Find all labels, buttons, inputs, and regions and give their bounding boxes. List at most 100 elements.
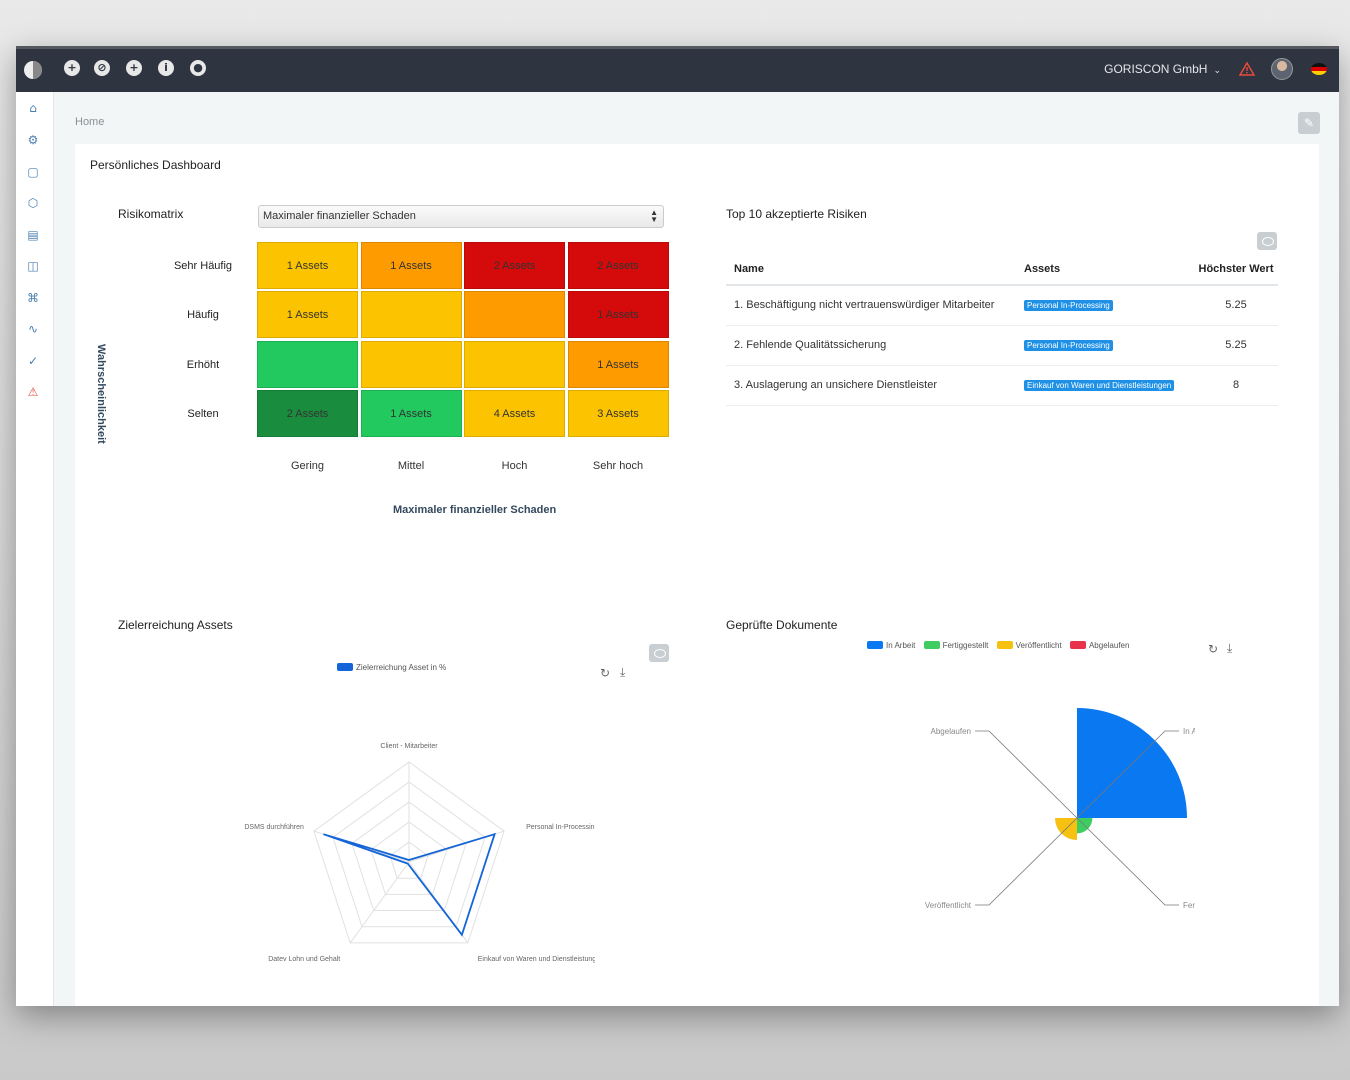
breadcrumb[interactable]: Home [75, 116, 105, 128]
radar-spoke [349, 861, 410, 944]
matrix-cell[interactable]: 4 Assets [464, 389, 565, 437]
legend-swatch [1069, 641, 1086, 649]
asset-tag[interactable]: Personal In-Processing [1024, 300, 1113, 312]
table-header-row: Name Assets Höchster Wert [726, 253, 1278, 286]
document-icon[interactable]: ▤ [27, 228, 39, 242]
lock-icon[interactable]: ▢ [27, 165, 39, 179]
book-icon[interactable]: ◫ [27, 259, 39, 273]
legend-swatch [923, 641, 940, 649]
avatar[interactable] [1271, 58, 1293, 80]
app-logo-icon[interactable] [24, 61, 42, 79]
matrix-cell[interactable] [257, 340, 358, 388]
radar-axis-label: Datev Lohn und Gehalt [268, 956, 340, 963]
radar-grid-ring [332, 781, 486, 928]
callout-line [1076, 730, 1179, 819]
table-row[interactable]: 3. Auslagerung an unsichere Dienstleiste… [726, 365, 1278, 406]
y-axis-title: Wahrscheinlichkeit [95, 344, 107, 444]
top-navbar: + ⊘ + i ● GORISCON GmbH ⌄ [16, 46, 1339, 92]
download-icon[interactable]: ⤓ [1227, 641, 1233, 655]
home-icon[interactable]: ⌂ [29, 101, 37, 115]
compass-icon[interactable]: ⊘ [94, 60, 110, 76]
matrix-cell[interactable]: 1 Assets [567, 291, 669, 339]
radar-grid-ring [313, 761, 505, 944]
asset-tag[interactable]: Personal In-Processing [1024, 340, 1113, 351]
company-switcher[interactable]: GORISCON GmbH ⌄ [1104, 62, 1221, 76]
matrix-cell[interactable] [464, 291, 565, 339]
dashboard-card: Persönliches Dashboard Risikomatrix Maxi… [75, 144, 1319, 1006]
matrix-cell[interactable]: 1 Assets [257, 291, 358, 339]
matrix-cell[interactable]: 1 Assets [360, 389, 462, 437]
chevron-down-icon: ⌄ [1213, 65, 1221, 75]
warning-icon[interactable] [1239, 61, 1255, 77]
matrix-cell[interactable] [360, 291, 462, 339]
matrix-cell[interactable]: 2 Assets [567, 242, 669, 289]
column-label: Mittel [397, 460, 425, 472]
info-icon[interactable]: i [158, 60, 174, 76]
x-axis-title: Maximaler finanzieller Schaden [393, 504, 557, 516]
callout-line [975, 730, 1078, 819]
radar-grid-ring [351, 801, 467, 911]
callout-line [1076, 817, 1179, 906]
eye-icon[interactable] [1257, 232, 1277, 250]
edit-icon[interactable]: ✎ [1298, 112, 1320, 134]
matrix-cell[interactable]: 1 Assets [567, 340, 669, 388]
command-icon[interactable]: ⌘ [27, 291, 39, 305]
risk-name: 1. Beschäftigung nicht vertrauenswürdige… [726, 285, 1016, 326]
asset-tag[interactable]: Einkauf von Waren und Dienstleistungen [1024, 380, 1175, 391]
callout-label: Veröffentlicht [925, 901, 972, 910]
radar-axis-label: DSMS durchführen [244, 824, 304, 831]
matrix-cell[interactable]: 2 Assets [257, 389, 358, 437]
radar-axis-label: Client - Mitarbeiter [380, 743, 438, 750]
risk-value: 5.25 [1186, 285, 1278, 326]
matrix-cell[interactable] [360, 340, 462, 388]
table-row[interactable]: 2. Fehlende Qualitätssicherung Personal … [726, 325, 1278, 366]
risk-matrix-select-value: Maximaler finanzieller Schaden [263, 210, 416, 222]
matrix-cell[interactable]: 2 Assets [464, 242, 565, 289]
column-header-value[interactable]: Höchster Wert [1186, 253, 1278, 286]
matrix-cell[interactable]: 1 Assets [360, 242, 462, 289]
activity-icon[interactable]: ∿ [27, 322, 39, 336]
select-arrows-icon: ▲ ▼ [650, 208, 658, 224]
pie-legend[interactable]: In Arbeit Fertiggestellt Veröffentlicht … [867, 641, 1135, 650]
radar-series-line[interactable] [323, 832, 496, 937]
matrix-cell[interactable] [464, 340, 565, 388]
check-circle-icon[interactable]: ✓ [27, 354, 39, 368]
table-row[interactable]: 1. Beschäftigung nicht vertrauenswürdige… [726, 285, 1278, 326]
company-name: GORISCON GmbH [1104, 62, 1208, 76]
settings-icon[interactable]: ⚙ [27, 133, 39, 147]
eye-icon[interactable] [649, 644, 669, 662]
legend-item[interactable]: Fertiggestellt [923, 641, 988, 650]
matrix-cell[interactable]: 3 Assets [567, 389, 669, 437]
callout-line [975, 817, 1078, 906]
alert-icon[interactable]: ⚠ [27, 385, 39, 399]
radar-legend[interactable]: Zielerreichung Asset in % [337, 663, 446, 672]
risk-name: 2. Fehlende Qualitätssicherung [726, 325, 1016, 366]
row-label: Häufig [187, 309, 219, 322]
polar-area-chart: Abgelaufen In Arbeit Veröffentlicht Fertigg… [925, 708, 1195, 910]
plus-circle-icon[interactable]: + [126, 60, 142, 76]
matrix-cell[interactable]: 1 Assets [257, 242, 358, 289]
legend-item[interactable]: In Arbeit [867, 641, 915, 650]
column-label: Hoch [501, 460, 528, 472]
column-label: Sehr hoch [592, 460, 644, 472]
risk-name: 3. Auslagerung an unsichere Dienstleiste… [726, 365, 1016, 406]
callout-label: In Arbeit [1183, 727, 1195, 736]
legend-swatch [337, 663, 353, 671]
legend-label: Veröffentlicht [1015, 641, 1062, 650]
refresh-icon[interactable]: ↻ [1208, 642, 1219, 656]
box-icon[interactable]: ⬡ [27, 196, 39, 210]
risk-matrix-select[interactable]: Maximaler finanzieller Schaden ▲ ▼ [258, 205, 664, 228]
german-flag-icon[interactable] [1311, 63, 1327, 75]
column-header-assets[interactable]: Assets [1016, 253, 1186, 286]
add-icon[interactable]: + [64, 60, 80, 76]
legend-item[interactable]: Veröffentlicht [996, 641, 1062, 650]
download-icon[interactable]: ⤓ [620, 665, 626, 679]
radar-grid-ring [370, 821, 448, 895]
row-label: Erhöht [186, 358, 220, 371]
radar-title: Zielerreichung Assets [118, 618, 233, 632]
top-risks-title: Top 10 akzeptierte Risiken [726, 207, 867, 221]
legend-item[interactable]: Abgelaufen [1069, 641, 1129, 650]
user-icon[interactable]: ● [190, 60, 206, 76]
column-header-name[interactable]: Name [726, 253, 1016, 286]
refresh-icon[interactable]: ↻ [600, 666, 611, 680]
